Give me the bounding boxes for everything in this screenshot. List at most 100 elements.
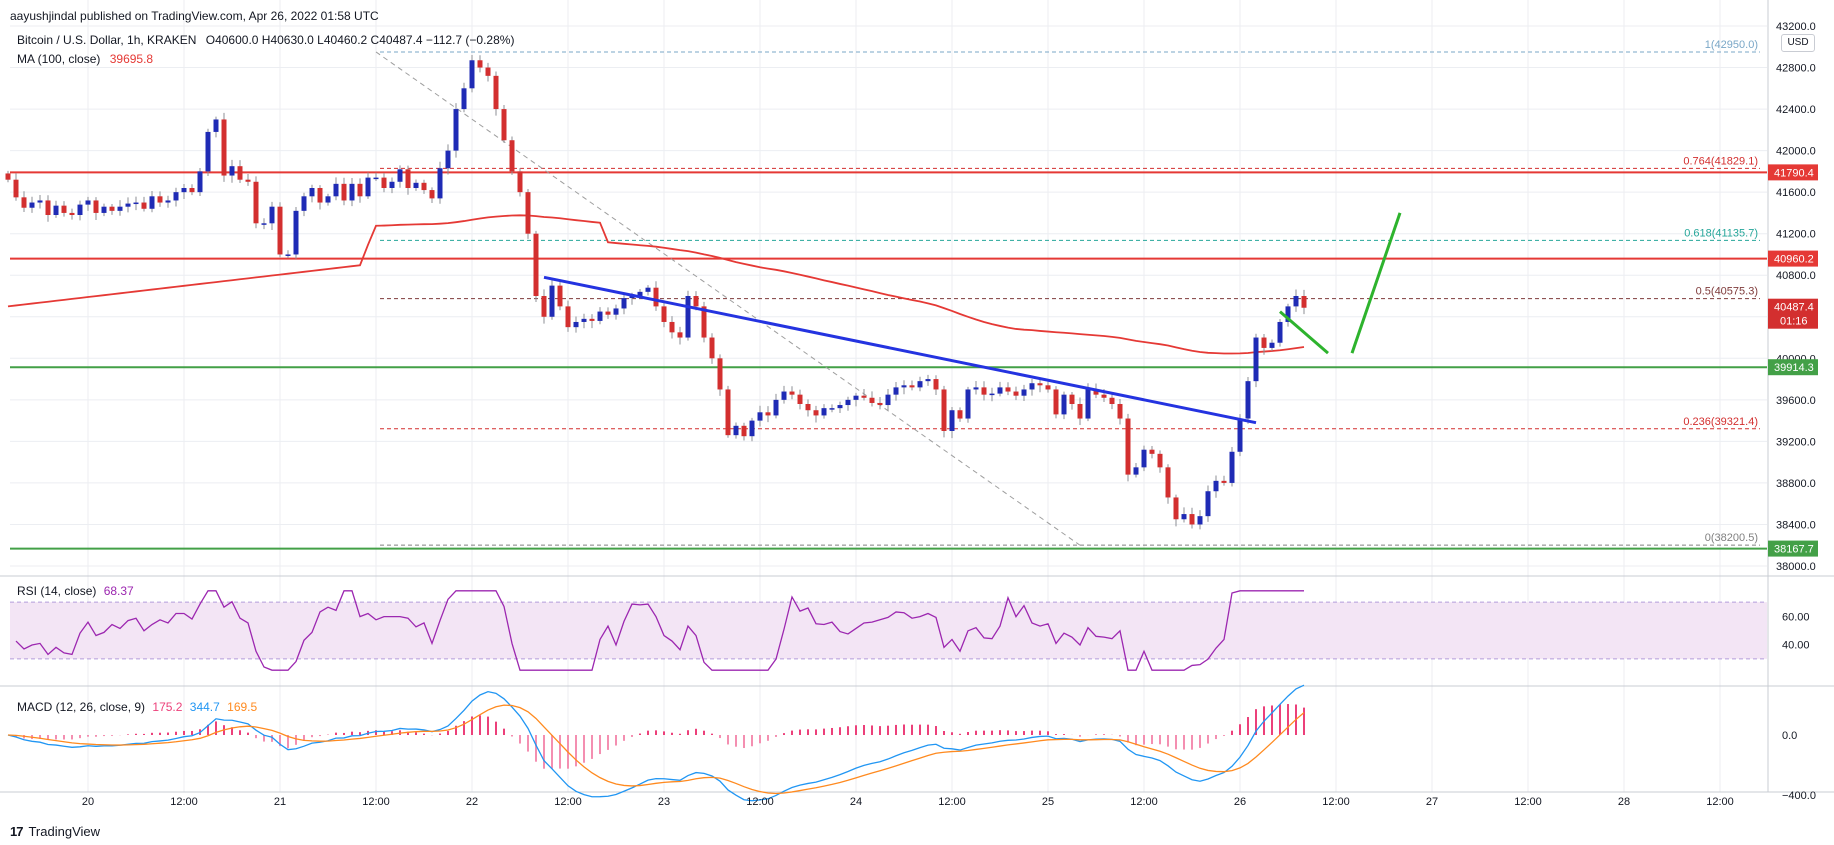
candle-body — [221, 119, 227, 176]
rsi-curve — [15, 590, 1304, 671]
candle-body — [837, 405, 843, 409]
time-tick-label: 24 — [850, 796, 862, 808]
candle-body — [1133, 467, 1139, 475]
macd-tick-label: 0.0 — [1782, 730, 1797, 742]
candle-body — [1029, 383, 1035, 390]
candle-body — [1301, 296, 1307, 308]
time-tick-label: 21 — [274, 796, 286, 808]
current-price-countdown: 01:16 — [1780, 316, 1808, 328]
green-projection-arrow — [1279, 310, 1329, 355]
candle-body — [1109, 397, 1115, 404]
candle-body — [1021, 389, 1027, 396]
rsi-tick-label: 40.00 — [1782, 640, 1810, 652]
time-tick-label: 27 — [1426, 796, 1438, 808]
candle-body — [365, 177, 371, 197]
candle-body — [309, 188, 315, 197]
candle-body — [1165, 467, 1171, 498]
candle-body — [1253, 337, 1259, 382]
candle-body — [469, 60, 475, 89]
candle-body — [85, 200, 91, 205]
chart-grid — [0, 0, 1834, 793]
time-tick-label: 25 — [1042, 796, 1054, 808]
time-tick-label: 12:00 — [938, 796, 966, 808]
tradingview-footer[interactable]: 17 TradingView — [10, 824, 100, 839]
currency-badge[interactable]: USD — [1781, 34, 1815, 52]
candle-body — [1069, 394, 1075, 404]
candle-body — [805, 404, 811, 411]
fib-label: 0.236(39321.4) — [1683, 416, 1758, 428]
candle-body — [1173, 497, 1179, 520]
candle-body — [261, 223, 267, 225]
candle-body — [693, 296, 699, 307]
candle-body — [293, 210, 299, 255]
candle-body — [493, 75, 499, 110]
price-tick-label: 41600.0 — [1776, 187, 1816, 199]
macd-legend[interactable]: MACD (12, 26, close, 9) 175.2 344.7 169.… — [17, 700, 257, 714]
candle-body — [1229, 451, 1235, 483]
candle-body — [141, 202, 147, 209]
current-price-tag — [1768, 298, 1818, 329]
level-price-tag-label: 41790.4 — [1774, 167, 1814, 179]
candle-body — [1077, 404, 1083, 419]
time-tick-label: 12:00 — [1706, 796, 1734, 808]
candle-body — [285, 254, 291, 256]
candle-body — [893, 387, 899, 395]
time-tick-label: 22 — [466, 796, 478, 808]
candle-body — [1149, 449, 1155, 454]
candle-body — [317, 188, 323, 203]
ma-100-curve — [7, 214, 1305, 355]
symbol-legend[interactable]: Bitcoin / U.S. Dollar, 1h, KRAKEN O40600… — [17, 33, 514, 47]
candle-body — [157, 196, 163, 203]
candle-body — [341, 183, 347, 201]
candle-body — [789, 391, 795, 395]
macd-signal-line — [7, 704, 1305, 795]
tradingview-logo: 17 — [10, 824, 24, 839]
candle-body — [1181, 514, 1187, 520]
ma-legend[interactable]: MA (100, close) 39695.8 — [17, 52, 153, 66]
candle-body — [325, 196, 331, 203]
candle-body — [829, 408, 835, 410]
candle-body — [709, 337, 715, 359]
candle-body — [613, 308, 619, 315]
candle-body — [5, 173, 11, 180]
macd-pane — [7, 684, 1305, 802]
candle-body — [277, 206, 283, 255]
candle-body — [877, 402, 883, 406]
candle-body — [821, 408, 827, 416]
candle-body — [77, 204, 83, 215]
candle-body — [253, 181, 259, 224]
candle-body — [1197, 516, 1203, 525]
candle-body — [637, 291, 643, 296]
rsi-band — [10, 602, 1767, 659]
candle-body — [485, 67, 491, 76]
candle-body — [117, 206, 123, 211]
rsi-value: 68.37 — [103, 584, 134, 598]
green-projection-arrow — [1350, 212, 1402, 354]
candle-body — [901, 385, 907, 388]
candle-body — [973, 387, 979, 390]
candle-body — [581, 318, 587, 322]
candle-body — [1245, 381, 1251, 419]
candle-body — [717, 358, 723, 390]
candle-body — [549, 285, 555, 317]
candle-body — [501, 109, 507, 141]
candle-body — [845, 399, 851, 406]
rsi-legend[interactable]: RSI (14, close) 68.37 — [17, 584, 134, 598]
candle-body — [1213, 480, 1219, 492]
time-tick-label: 26 — [1234, 796, 1246, 808]
ohlc-values: O40600.0 H40630.0 L40460.2 C40487.4 −112… — [205, 33, 515, 47]
candle-body — [1093, 389, 1099, 395]
candle-body — [213, 119, 219, 132]
rsi-tick-label: 60.00 — [1782, 611, 1810, 623]
candle-body — [981, 387, 987, 395]
candle-body — [1237, 418, 1243, 452]
time-tick-label: 20 — [82, 796, 94, 808]
time-tick-label: 12:00 — [1322, 796, 1350, 808]
rsi-label: RSI (14, close) — [17, 584, 97, 598]
level-price-tag-label: 39914.3 — [1774, 362, 1814, 374]
candle-body — [437, 168, 443, 199]
candle-body — [957, 410, 963, 419]
candle-body — [149, 196, 155, 209]
level-price-tag-label: 38167.7 — [1774, 544, 1814, 556]
